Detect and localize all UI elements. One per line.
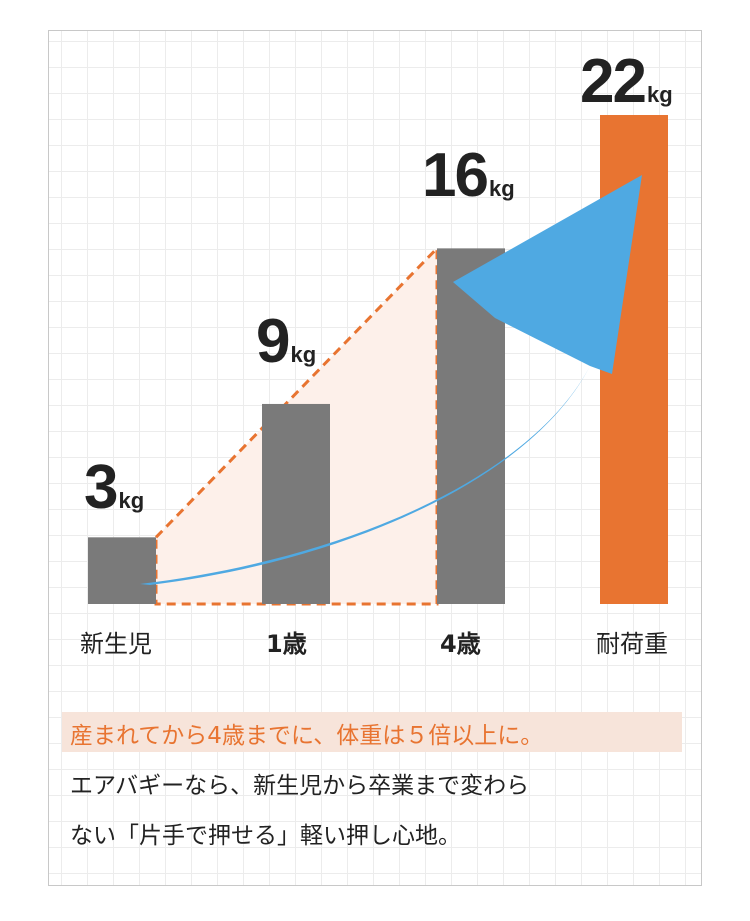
- bar-newborn: [88, 537, 156, 604]
- caption-highlight-box: [62, 712, 682, 752]
- growth-arrow: [140, 175, 642, 585]
- category-label-newborn: 新生児: [80, 630, 152, 658]
- category-label-4yr: 4歳: [440, 630, 481, 658]
- category-label-1yr: 1歳: [266, 630, 307, 658]
- value-label-newborn: 3kg: [84, 453, 145, 522]
- value-label-capacity: 22kg: [580, 47, 673, 116]
- bar-1yr: [262, 403, 330, 604]
- category-label-capacity: 耐荷重: [596, 630, 668, 658]
- caption-highlight-text: 産まれてから4歳までに、体重は５倍以上に。: [70, 723, 544, 749]
- caption-line-2: ない「片手で押せる」軽い押し心地。: [70, 823, 461, 849]
- caption-line-1: エアバギーなら、新生児から卒業まで変わら: [70, 773, 530, 799]
- value-label-1yr: 9kg: [256, 307, 317, 376]
- value-label-4yr: 16kg: [422, 141, 515, 210]
